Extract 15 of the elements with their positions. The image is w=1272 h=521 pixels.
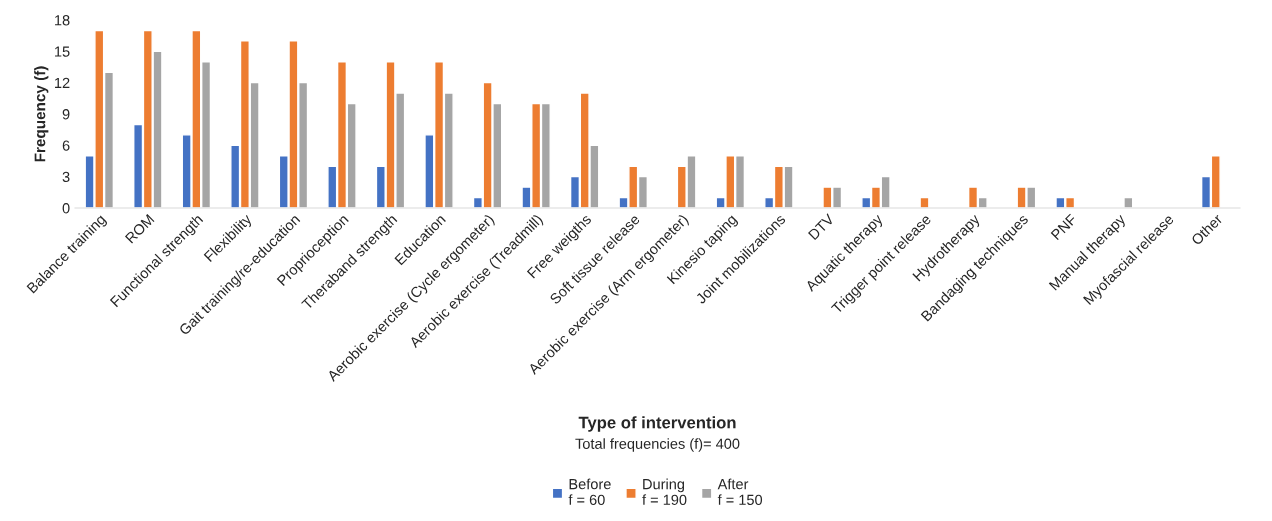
y-tick-label: 0 — [62, 203, 70, 214]
bar — [919, 196, 930, 208]
bar — [1123, 196, 1134, 208]
legend-label: After f = 150 — [717, 478, 763, 505]
y-tick-label: 9 — [62, 109, 70, 120]
legend-label: During f = 190 — [642, 478, 687, 505]
y-tick-label: 6 — [62, 140, 70, 151]
y-tick-label: 18 — [55, 15, 70, 26]
y-tick-label: 15 — [55, 46, 70, 57]
y-tick-label: 12 — [55, 77, 70, 88]
y-axis-title: Frequency (f) — [34, 66, 49, 162]
y-tick-label: 3 — [62, 171, 70, 183]
x-axis-title: Type of intervention — [578, 416, 736, 432]
text: Total frequencies (f)= 400 — [575, 438, 740, 452]
legend-label: Before f = 60 — [568, 478, 611, 505]
